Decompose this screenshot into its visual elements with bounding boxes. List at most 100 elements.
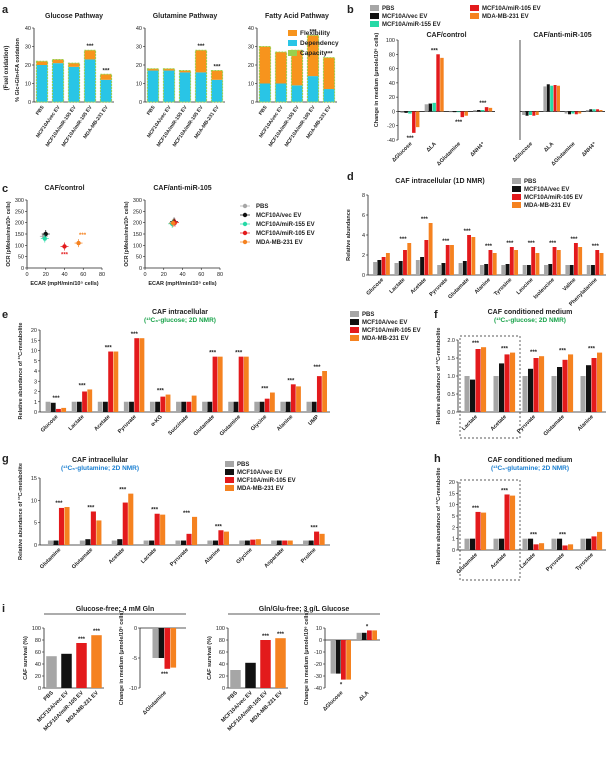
h-bar: [470, 538, 476, 550]
a-bar-flexibility: [68, 63, 80, 67]
b0-bar: [440, 57, 444, 112]
i-xtick-label: ΔGlutamine: [142, 690, 168, 716]
h-bar: [475, 511, 481, 550]
d-bar: [484, 264, 489, 275]
panel-letter-g: g: [2, 453, 9, 465]
e-xtick-label: α-KG: [150, 414, 164, 428]
b1-bar: [522, 111, 526, 115]
e-bar: [155, 401, 161, 412]
c-xtick-label: 40: [61, 272, 67, 278]
a-bar-dependency: [52, 63, 64, 102]
b-ytick-label: 60: [389, 67, 395, 73]
e-bar: [82, 391, 87, 412]
b1-bar: [589, 109, 593, 112]
b0-bar: [400, 111, 404, 113]
a-sig-mark: ***: [197, 44, 205, 50]
f-highlight-box: [459, 335, 521, 439]
d-bar: [458, 263, 463, 275]
c1-ytick-label: 100: [133, 243, 142, 249]
g-bar: [122, 502, 128, 545]
h-sig-mark: ***: [501, 488, 509, 494]
d-sig-mark: ***: [464, 229, 472, 235]
e-bar: [233, 401, 239, 412]
panel-letter-f: f: [434, 309, 438, 321]
e-xtick-label: Pyruvate: [117, 414, 138, 435]
b-legend-label: MCF10A/vec EV: [382, 14, 427, 20]
a-bar-dependency: [259, 83, 271, 102]
h-ytick-label: 1: [452, 537, 455, 543]
f-bar: [551, 376, 557, 412]
f-bar: [539, 356, 545, 412]
i-ytick-label: -30: [314, 674, 322, 680]
d-legend-swatch: [512, 194, 521, 200]
a-ylabel-prefix: (Fuel oxidation): [4, 46, 10, 91]
g-legend-swatch: [225, 461, 234, 467]
d-bar: [556, 250, 561, 275]
d-bar: [450, 245, 454, 275]
b1-bar: [596, 109, 600, 112]
h-bar: [504, 494, 510, 550]
b0-bar: [464, 111, 468, 116]
a-bar-flexibility: [84, 50, 96, 60]
i-ytick-label: -40: [314, 686, 322, 692]
g-bar: [143, 540, 149, 545]
e-bar: [290, 384, 296, 412]
c1-ytick-label: 300: [133, 198, 142, 204]
g-bar: [212, 540, 218, 545]
i3-bar: [341, 640, 346, 680]
h-ytick-label: 2: [452, 525, 455, 531]
d-bar: [398, 261, 403, 275]
a-bar-dependency: [307, 76, 319, 102]
i-ytick-label: 0: [38, 686, 41, 692]
c-legend-label: MCF10A/miR-105 EV: [256, 231, 315, 237]
b-xtick-label: ΔLA: [426, 141, 438, 153]
e-bar: [254, 401, 260, 412]
d-bar: [479, 265, 484, 275]
d-ytick-label: 4: [362, 233, 365, 239]
i-ytick-label: 80: [35, 638, 41, 644]
c-xlabel: ECAR (mpH/min/10⁵ cells): [148, 281, 216, 287]
g-bar: [207, 540, 213, 545]
a-bar-dependency: [163, 70, 175, 102]
i-bar: [245, 662, 256, 688]
d-xtick-label: Isoleucine: [533, 277, 556, 300]
f-bar: [493, 376, 499, 412]
i1-sig-mark: ***: [161, 672, 169, 678]
i1-bar: [164, 628, 171, 669]
d-sig-mark: ***: [442, 239, 450, 245]
i3-bar: [346, 640, 351, 680]
h-bar: [528, 538, 534, 550]
d-sig-mark: ***: [400, 237, 408, 243]
i3-sig-mark: *: [366, 624, 369, 630]
b0-bar: [488, 107, 493, 112]
g-bar: [117, 539, 123, 545]
i-xtick-label: PBS: [43, 690, 55, 702]
g-bar: [128, 493, 134, 545]
i-ytick-label: 100: [216, 626, 225, 632]
a-legend-label: Capacity: [300, 50, 327, 57]
d-bar: [428, 223, 433, 275]
e-bar: [259, 401, 265, 412]
f-xtick-label: Pyruvate: [516, 414, 537, 435]
e-xtick-label: Glutamine: [219, 414, 242, 437]
e-bar: [311, 401, 317, 412]
f-bar: [481, 347, 487, 412]
b0-bar: [412, 111, 416, 133]
d-ytick-label: 0: [362, 273, 365, 279]
e-ytick-label: 20: [31, 328, 37, 334]
h-bar: [493, 538, 499, 550]
b0-sig-mark: ***: [407, 136, 415, 142]
i-bar: [260, 640, 271, 688]
a2-ytick-label: 10: [248, 82, 254, 88]
c-xtick-label: 80: [217, 272, 223, 278]
g-bar: [192, 516, 198, 545]
a-bar-flexibility: [163, 68, 175, 71]
i-ytick-label: -5: [132, 656, 137, 662]
f-bar: [597, 352, 603, 412]
e-bar: [71, 401, 77, 412]
h-sig-mark: ***: [472, 506, 480, 512]
g-sig-mark: ***: [183, 511, 191, 517]
c-xtick-label: 0: [25, 272, 28, 278]
i-ytick-label: 0: [319, 638, 322, 644]
a-bar-dependency: [36, 65, 48, 102]
